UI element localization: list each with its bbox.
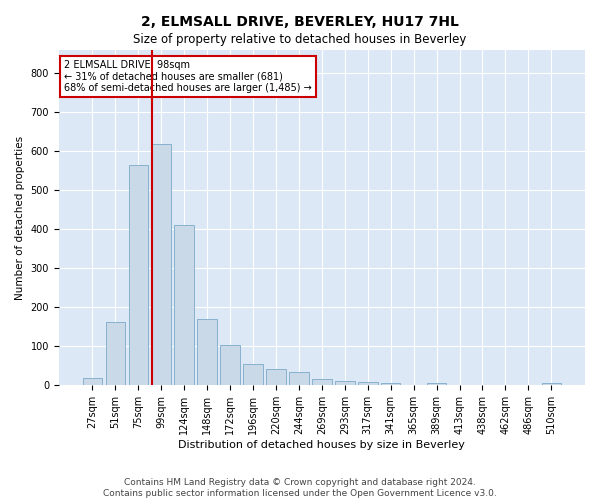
Bar [335,382,355,386]
Y-axis label: Number of detached properties: Number of detached properties [15,136,25,300]
Bar [175,226,194,386]
Bar [244,364,263,386]
Bar [266,368,286,386]
Bar [220,345,240,386]
Bar [427,383,446,386]
Bar [197,319,217,386]
Bar [542,382,561,386]
Bar [358,382,377,386]
Bar [106,322,125,386]
Text: Contains HM Land Registry data © Crown copyright and database right 2024.
Contai: Contains HM Land Registry data © Crown c… [103,478,497,498]
Text: 2, ELMSALL DRIVE, BEVERLEY, HU17 7HL: 2, ELMSALL DRIVE, BEVERLEY, HU17 7HL [141,15,459,29]
X-axis label: Distribution of detached houses by size in Beverley: Distribution of detached houses by size … [178,440,466,450]
Bar [312,380,332,386]
Text: Size of property relative to detached houses in Beverley: Size of property relative to detached ho… [133,32,467,46]
Bar [83,378,102,386]
Bar [289,372,308,386]
Bar [381,383,400,386]
Bar [128,165,148,386]
Text: 2 ELMSALL DRIVE: 98sqm
← 31% of detached houses are smaller (681)
68% of semi-de: 2 ELMSALL DRIVE: 98sqm ← 31% of detached… [64,60,312,94]
Bar [152,144,171,386]
